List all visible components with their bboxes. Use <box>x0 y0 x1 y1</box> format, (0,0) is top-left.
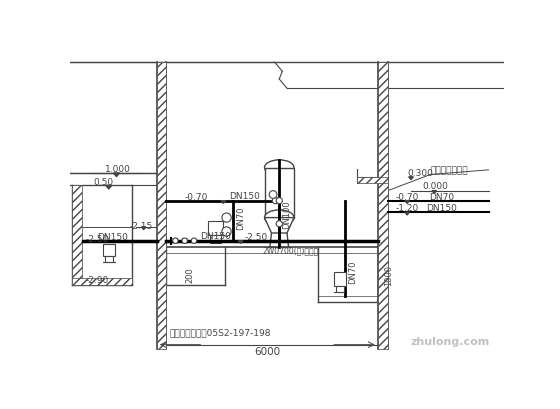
Polygon shape <box>238 241 243 244</box>
Text: -0.70: -0.70 <box>395 192 419 201</box>
Bar <box>72 278 132 285</box>
Text: 200: 200 <box>185 266 195 282</box>
Text: -1.20: -1.20 <box>395 204 419 213</box>
Text: 0.000: 0.000 <box>423 181 449 190</box>
Text: 接室外排水管达: 接室外排水管达 <box>431 166 469 175</box>
Ellipse shape <box>264 210 294 226</box>
Polygon shape <box>405 201 409 204</box>
Bar <box>157 63 166 348</box>
Text: DN100: DN100 <box>282 200 291 229</box>
Text: 2W0700(备)消防泵: 2W0700(备)消防泵 <box>263 246 319 255</box>
Polygon shape <box>113 173 120 177</box>
Polygon shape <box>432 191 437 194</box>
Circle shape <box>192 238 197 244</box>
Polygon shape <box>221 201 226 204</box>
Text: 接入内口制作挅05S2-197-198: 接入内口制作挅05S2-197-198 <box>170 327 272 336</box>
Bar <box>105 256 113 263</box>
Polygon shape <box>106 186 112 189</box>
Bar <box>357 178 388 184</box>
Text: 6000: 6000 <box>254 346 281 356</box>
Polygon shape <box>264 218 294 234</box>
Circle shape <box>272 198 278 204</box>
Text: DN150: DN150 <box>427 204 458 213</box>
Text: -0.70: -0.70 <box>185 193 208 202</box>
Circle shape <box>222 213 231 222</box>
Circle shape <box>269 191 277 199</box>
Text: -2.15: -2.15 <box>130 221 153 230</box>
Polygon shape <box>409 178 413 180</box>
Circle shape <box>276 221 282 227</box>
Text: DN150: DN150 <box>200 231 231 240</box>
Text: DN70: DN70 <box>236 207 245 230</box>
Bar <box>334 273 346 286</box>
Bar <box>264 168 294 218</box>
Circle shape <box>276 198 282 204</box>
Bar <box>336 286 344 292</box>
Text: -2.50: -2.50 <box>86 234 109 243</box>
Text: 0.300: 0.300 <box>407 169 433 178</box>
Text: 1000: 1000 <box>384 265 393 285</box>
Text: DN150: DN150 <box>229 191 260 200</box>
Bar <box>377 63 388 348</box>
Text: 1.000: 1.000 <box>105 164 130 173</box>
Text: DN70: DN70 <box>430 192 455 201</box>
Circle shape <box>172 238 178 244</box>
Text: 0.50: 0.50 <box>94 178 113 187</box>
Text: zhulong.com: zhulong.com <box>410 336 489 346</box>
Bar <box>72 186 82 284</box>
Polygon shape <box>141 227 146 230</box>
Bar <box>102 244 115 256</box>
Text: -2.90: -2.90 <box>86 276 109 285</box>
Bar <box>208 222 223 236</box>
Text: -2.50: -2.50 <box>244 232 268 241</box>
Bar <box>210 236 221 243</box>
Polygon shape <box>405 213 409 216</box>
Text: DN70: DN70 <box>348 260 357 283</box>
Circle shape <box>222 227 231 236</box>
Text: DN150: DN150 <box>97 232 128 241</box>
Circle shape <box>182 238 188 244</box>
Ellipse shape <box>264 160 294 176</box>
